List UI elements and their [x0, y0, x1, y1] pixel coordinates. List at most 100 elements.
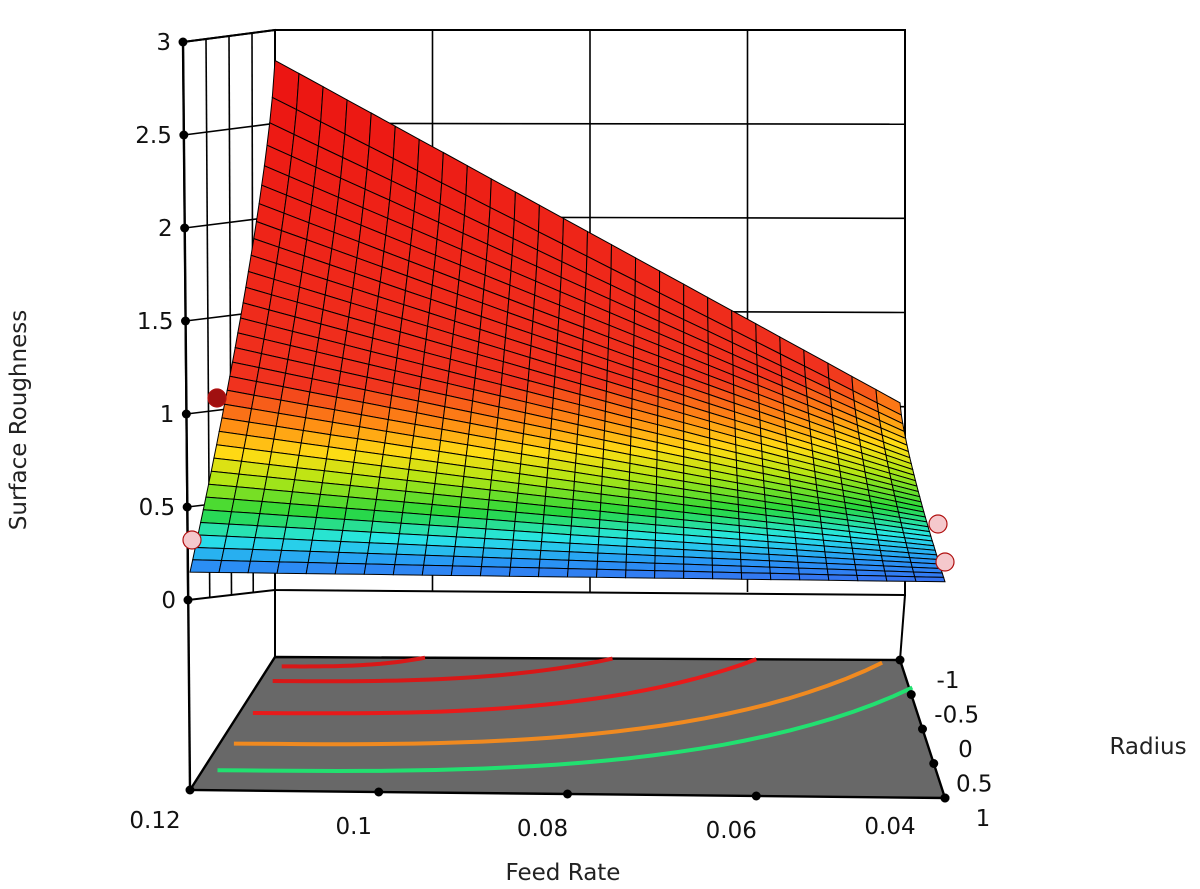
surface-cell [769, 572, 801, 581]
surface-cell [885, 575, 917, 582]
surface-cell [336, 551, 369, 565]
z-tick-label-5: 2.5 [135, 123, 172, 149]
surface-cell [307, 550, 340, 564]
y-tick-label-2: 0 [958, 737, 973, 763]
surface-cell [285, 515, 317, 530]
surface-cell [230, 498, 263, 515]
x-tick-label-2: 0.08 [517, 816, 568, 842]
surface-cell [509, 557, 541, 569]
x-axis-title: Feed Rate [506, 860, 621, 886]
contour-line-4 [217, 685, 914, 774]
z-tick-label-6: 3 [156, 30, 171, 56]
surface-cell [228, 511, 261, 527]
z-tick-label-3: 1.5 [137, 309, 174, 335]
design-points [182, 388, 955, 572]
surface-cell [280, 538, 313, 552]
surface-cell [313, 516, 346, 532]
surface-cell [283, 526, 315, 541]
x-tick-label-4: 0.04 [864, 814, 915, 840]
x-tick-1 [374, 787, 384, 797]
surface-cell [537, 567, 569, 578]
y-tick-label-1: -0.5 [934, 703, 979, 729]
z-tick-0 [183, 595, 193, 605]
z-tick-3 [181, 316, 190, 326]
contour-line-1 [272, 656, 613, 684]
surface-cell [856, 574, 888, 582]
y-tick-1 [906, 690, 916, 699]
surface-cell [392, 564, 425, 576]
surface-cell [454, 536, 486, 549]
z-tick-4 [180, 223, 190, 233]
surface-cell [370, 520, 402, 535]
contour-line-3 [233, 660, 883, 747]
z-tick-label-4: 2 [158, 216, 173, 242]
surface-cell [363, 563, 396, 576]
surface-cell [278, 549, 311, 564]
surface-cell [220, 547, 254, 562]
z-tick-5 [179, 130, 189, 140]
design-point-1 [182, 530, 202, 550]
surface-cell [252, 537, 285, 551]
surface-cell [249, 548, 283, 563]
surface-cell [368, 531, 401, 545]
surface-cell [367, 542, 399, 555]
x-tick-label-1: 0.1 [335, 814, 372, 840]
x-tick-label-0: 0.12 [129, 808, 180, 834]
surface-cell [625, 561, 656, 572]
surface-cell [482, 547, 513, 559]
surface-cell [625, 569, 656, 579]
surface-cell [568, 551, 599, 562]
surface-cell [223, 535, 256, 550]
surface-cell [479, 566, 511, 577]
surface-cell [334, 562, 367, 575]
y-axis: -1 -0.5 0 0.5 1 [895, 655, 993, 832]
surface-cell [566, 568, 598, 578]
surface-cell [197, 521, 230, 537]
surface-cell [395, 543, 428, 556]
surface-cell [305, 561, 338, 575]
y-axis-title: Radius [1109, 734, 1186, 760]
y-tick-3 [929, 759, 939, 768]
x-axis: 0.12 0.1 0.08 0.06 0.04 [129, 785, 950, 844]
design-point-0 [207, 388, 227, 408]
surface-cell [740, 572, 772, 581]
surface-cell [276, 561, 309, 575]
surface-cell [538, 558, 570, 570]
surface-cell [483, 537, 514, 550]
surface-cell [510, 548, 542, 560]
surface-cell [309, 539, 342, 553]
surface-cell [654, 562, 685, 572]
surface-cell [192, 546, 225, 562]
design-point-2 [928, 514, 948, 534]
surface-cell [202, 496, 235, 513]
x-tick-label-3: 0.06 [706, 818, 757, 844]
surface-cell [798, 573, 830, 581]
surface-cell [654, 555, 685, 565]
contour-line-2 [252, 657, 757, 716]
response-surface [189, 59, 946, 583]
surface-cell [683, 570, 714, 580]
z-tick-1 [182, 502, 192, 512]
surface-cell [596, 560, 627, 571]
surface-cell [256, 513, 289, 528]
surface-cell [452, 555, 484, 568]
x-tick-3 [751, 791, 761, 801]
surface-cell [338, 540, 370, 554]
surface-cell [247, 560, 280, 574]
surface-cell [365, 552, 397, 566]
contour-floor [187, 655, 947, 800]
z-tick-label-1: 0.5 [139, 495, 176, 521]
surface-cell [740, 565, 771, 574]
frame-edge [899, 594, 906, 661]
surface-cell [654, 570, 685, 579]
surface-cell [480, 556, 512, 568]
surface-cell [914, 576, 946, 583]
surface-cell [397, 533, 429, 546]
surface-cell [508, 566, 540, 578]
surface-cell [218, 559, 252, 574]
surface-cell [342, 518, 374, 533]
surface-cell [254, 525, 287, 540]
surface-cell [596, 552, 628, 563]
contour-line-0 [281, 655, 426, 669]
